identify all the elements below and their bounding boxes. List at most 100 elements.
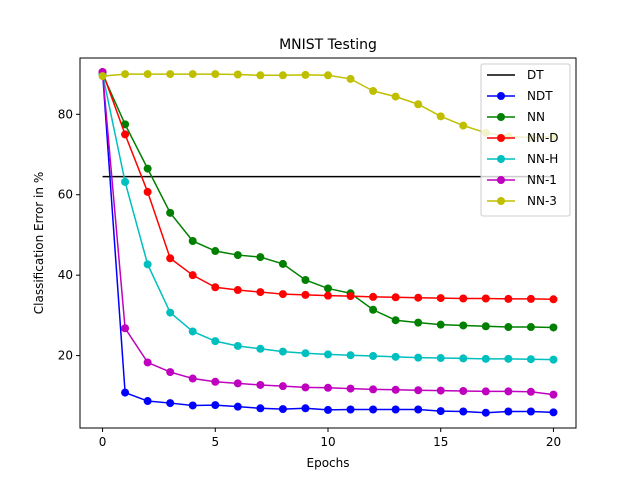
x-tick-label: 5 [211, 435, 219, 449]
data-point-ndt [256, 404, 265, 413]
data-point-nn-h [256, 344, 265, 353]
data-point-nn-d [369, 292, 378, 301]
data-point-nn-1 [481, 387, 490, 396]
data-point-nn-3 [278, 71, 287, 80]
data-point-ndt [459, 407, 468, 416]
data-point-nn [526, 323, 535, 332]
data-point-nn [436, 320, 445, 329]
data-point-nn-d [278, 290, 287, 299]
data-point-nn-d [549, 295, 558, 304]
data-point-nn-d [481, 294, 490, 303]
data-point-nn [391, 316, 400, 325]
data-point-ndt [188, 401, 197, 410]
data-point-nn [549, 323, 558, 332]
data-point-ndt [549, 408, 558, 417]
data-point-nn [369, 305, 378, 314]
data-point-nn-1 [526, 387, 535, 396]
data-point-nn-h [414, 353, 423, 362]
data-point-nn-d [188, 271, 197, 280]
data-point-ndt [526, 407, 535, 416]
series-ndt [98, 68, 558, 417]
y-tick-label: 60 [58, 188, 73, 202]
legend-label-nn: NN [527, 110, 545, 124]
data-point-ndt [211, 401, 220, 410]
data-point-ndt [301, 404, 310, 413]
data-point-nn-3 [369, 86, 378, 95]
data-point-nn-d [504, 294, 513, 303]
data-point-nn-h [211, 337, 220, 346]
data-point-nn-d [414, 293, 423, 302]
data-point-nn-1 [301, 383, 310, 392]
data-point-nn-h [278, 347, 287, 356]
data-point-nn-d [459, 294, 468, 303]
legend-marker-nn [497, 113, 505, 121]
data-point-nn-1 [166, 368, 175, 377]
data-point-nn-h [369, 352, 378, 361]
legend-marker-nn-1 [497, 176, 505, 184]
data-point-nn-h [549, 355, 558, 364]
data-point-nn [256, 253, 265, 262]
data-point-nn [504, 323, 513, 332]
data-point-nn [188, 236, 197, 245]
data-point-nn-1 [369, 385, 378, 394]
data-point-nn-3 [414, 100, 423, 109]
data-point-ndt [233, 402, 242, 411]
data-point-nn [459, 321, 468, 330]
data-point-nn [166, 208, 175, 217]
data-point-nn-h [346, 351, 355, 360]
data-point-ndt [504, 407, 513, 416]
legend: DT NDT NN NN-D NN-H NN-1 NN-3 [480, 63, 571, 217]
data-point-nn-d [166, 254, 175, 263]
data-point-nn-1 [549, 390, 558, 399]
data-point-nn-h [233, 341, 242, 350]
data-point-nn-d [324, 291, 332, 300]
data-point-nn [211, 247, 220, 256]
legend-marker-nn-d [497, 134, 505, 142]
data-point-nn-d [233, 286, 242, 295]
y-axis-label: Classification Error in % [32, 172, 46, 314]
data-point-nn-3 [256, 71, 265, 80]
data-point-nn-1 [504, 387, 513, 396]
y-tick-label: 20 [58, 349, 73, 363]
data-point-ndt [278, 405, 287, 414]
data-point-ndt [391, 405, 400, 414]
data-point-nn-h [481, 354, 490, 363]
data-point-nn-3 [301, 70, 310, 79]
data-point-nn-h [526, 355, 535, 364]
legend-marker-nn-3 [497, 197, 505, 205]
x-tick-label: 20 [546, 435, 561, 449]
data-point-nn-d [256, 288, 265, 297]
data-point-nn-h [166, 308, 175, 317]
data-point-nn-h [324, 350, 332, 359]
data-point-nn-1 [414, 386, 423, 395]
data-point-nn [143, 164, 152, 173]
legend-label-nn-h: NN-H [527, 152, 558, 166]
data-point-nn-1 [324, 383, 332, 392]
x-axis-label: Epochs [307, 456, 350, 470]
data-point-ndt [481, 408, 490, 417]
data-point-nn-1 [121, 324, 130, 333]
data-point-nn-1 [256, 380, 265, 389]
data-point-nn-d [346, 292, 355, 301]
data-point-nn-1 [211, 377, 220, 386]
x-tick-label: 10 [320, 435, 335, 449]
data-point-nn-3 [436, 112, 445, 121]
legend-label-ndt: NDT [527, 89, 553, 103]
data-point-nn-h [188, 327, 197, 336]
x-tick-label: 0 [99, 435, 107, 449]
data-point-nn-3 [391, 92, 400, 101]
data-point-ndt [324, 405, 332, 414]
data-point-nn-3 [324, 71, 332, 80]
data-point-nn-d [436, 294, 445, 303]
data-point-ndt [436, 407, 445, 416]
data-point-nn-3 [121, 70, 130, 79]
data-point-nn [121, 120, 130, 129]
data-point-ndt [143, 397, 152, 406]
series-nn-h [98, 70, 558, 364]
legend-label-nn-1: NN-1 [527, 173, 557, 187]
data-point-nn-1 [233, 379, 242, 388]
data-point-nn-d [121, 130, 130, 139]
data-point-ndt [166, 399, 175, 408]
legend-label-dt: DT [527, 68, 544, 82]
legend-label-nn-d: NN-D [527, 131, 559, 145]
